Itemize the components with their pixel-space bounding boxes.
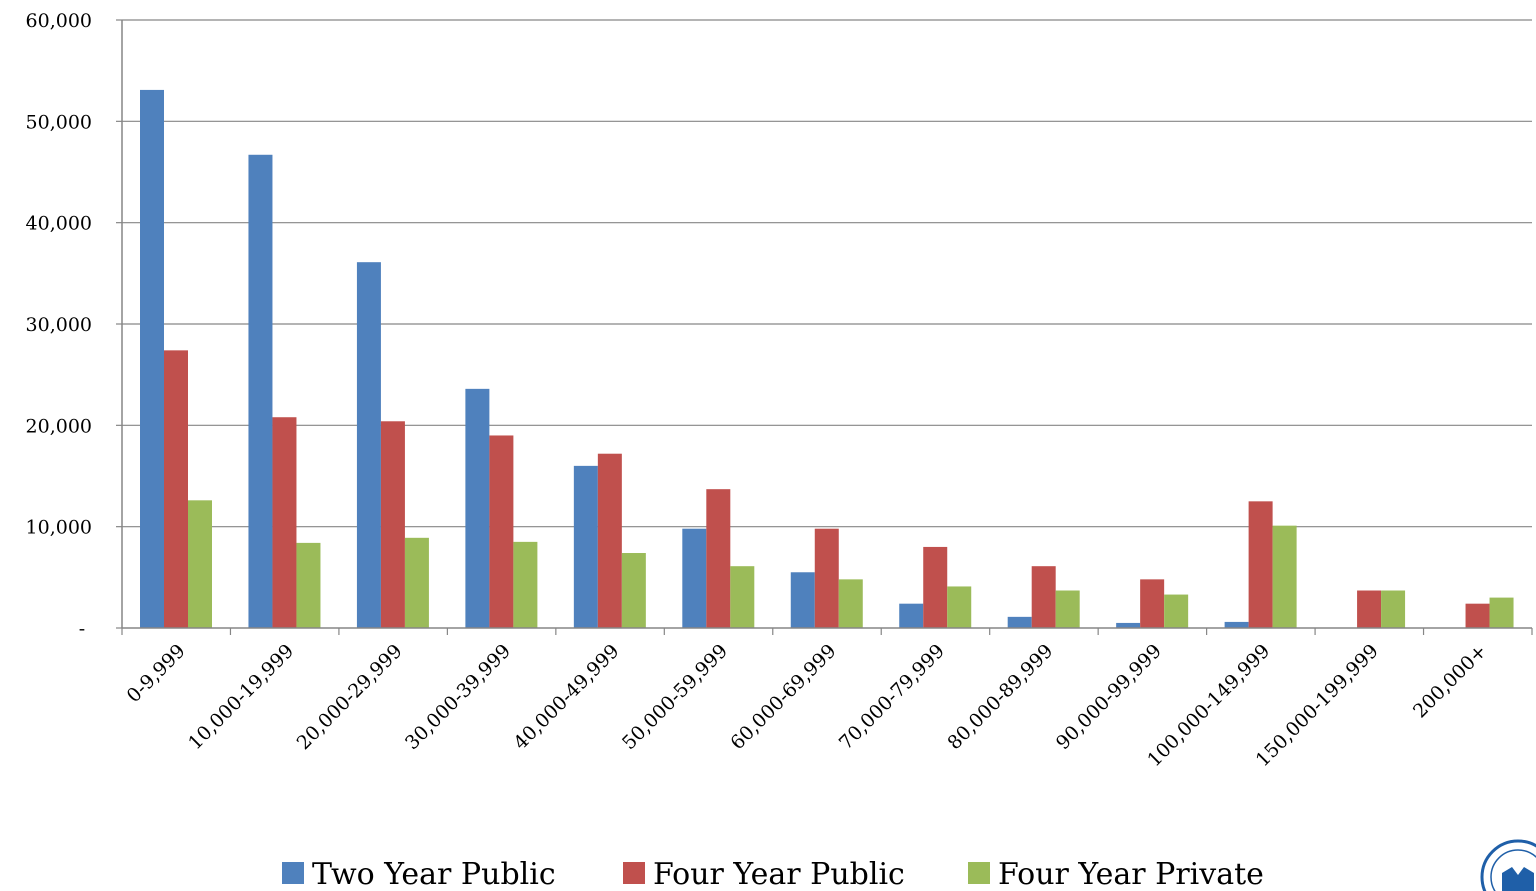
x-tick-label: 30,000-39,999 [401, 640, 515, 754]
y-tick-label: 40,000 [26, 213, 92, 235]
bar [730, 566, 755, 628]
bar [1055, 590, 1080, 628]
x-tick-label: 90,000-99,999 [1052, 640, 1166, 754]
y-tick-label: 30,000 [26, 314, 92, 336]
bar [682, 528, 707, 628]
x-tick-label: 20,000-29,999 [293, 640, 407, 754]
legend-swatch [623, 862, 645, 884]
x-tick-label: 200,000+ [1409, 640, 1491, 722]
legend-label: Four Year Public [653, 857, 905, 891]
bar [1248, 501, 1273, 628]
bar [838, 579, 863, 628]
x-tick-label: 60,000-69,999 [726, 640, 840, 754]
x-tick-label: 40,000-49,999 [509, 640, 623, 754]
x-tick-label: 10,000-19,999 [184, 640, 298, 754]
bar [947, 586, 972, 628]
bar [140, 89, 164, 629]
y-axis-ticks: - 10,000 20,000 30,000 40,000 50,000 60,000 [26, 10, 122, 640]
y-tick-label: 60,000 [26, 10, 92, 32]
organization-seal-logo [1476, 835, 1536, 891]
legend: Two Year Public Four Year Public Four Year… [282, 857, 1264, 891]
bar [164, 350, 188, 628]
bar [1140, 579, 1165, 628]
bar [380, 421, 405, 628]
bar [356, 262, 381, 628]
bar [465, 388, 490, 628]
y-tick-label: 20,000 [26, 415, 92, 437]
y-tick-label: 50,000 [26, 111, 92, 133]
bar [1357, 590, 1382, 628]
bar [489, 435, 514, 628]
bar [1031, 566, 1056, 628]
axes [121, 20, 1532, 629]
bar [513, 541, 538, 628]
bar [1489, 597, 1514, 628]
bar [1116, 622, 1141, 628]
bar [272, 417, 297, 628]
bar [790, 572, 815, 628]
bar [1465, 603, 1490, 628]
gridlines [122, 19, 1532, 528]
y-tick-label: 10,000 [26, 517, 92, 539]
bar [597, 453, 622, 628]
bar [621, 553, 646, 628]
legend-swatch [968, 862, 990, 884]
bar [706, 489, 731, 628]
legend-label: Four Year Private [998, 857, 1264, 891]
legend-label: Two Year Public [312, 857, 556, 891]
bar [923, 546, 948, 628]
bars [140, 89, 1514, 629]
bar [1381, 590, 1406, 628]
x-tick-label: 150,000-199,999 [1252, 640, 1383, 771]
bar [404, 537, 429, 628]
bar [188, 500, 212, 628]
bar [296, 542, 321, 628]
bar [573, 465, 598, 628]
x-tick-label: 80,000-89,999 [943, 640, 1057, 754]
bar [899, 603, 924, 628]
legend-swatch [282, 862, 304, 884]
bar [814, 528, 839, 628]
bar [1007, 616, 1032, 628]
x-tick-label: 70,000-79,999 [835, 640, 949, 754]
x-axis-ticks: 0-9,99910,000-19,99920,000-29,99930,000-… [121, 628, 1533, 771]
x-tick-label: 0-9,999 [123, 640, 190, 707]
x-tick-label: 50,000-59,999 [618, 640, 732, 754]
bar [1224, 621, 1249, 628]
bar [1164, 594, 1189, 628]
bar [248, 154, 273, 629]
y-tick-label: - [79, 618, 85, 640]
bar [1272, 525, 1297, 628]
